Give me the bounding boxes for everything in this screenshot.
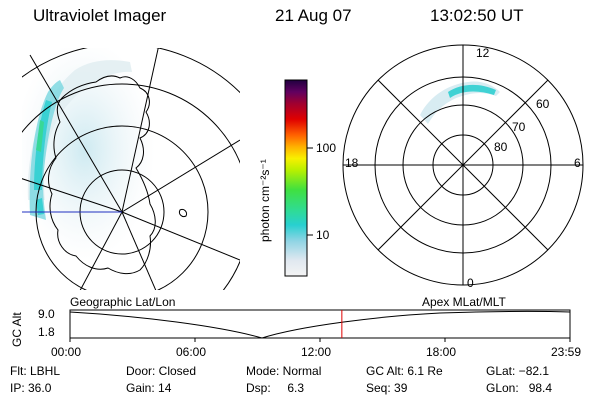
coastline	[48, 75, 156, 275]
gain-status: Gain: 14	[126, 381, 172, 395]
colorbar-tick-10: 10	[316, 228, 330, 242]
timeline-x-tick-1800: 18:00	[426, 345, 457, 359]
polar-plot	[342, 44, 584, 286]
timeline-x-tick-2359: 23:59	[551, 345, 582, 359]
altitude-curve	[69, 310, 571, 339]
filter-status: Flt: LBHL	[10, 364, 61, 378]
glat-status: GLat: −82.1	[486, 364, 550, 378]
ip-status: IP: 36.0	[10, 381, 52, 395]
mlt-label-0: 0	[467, 276, 474, 290]
timeline-y-label: GC Alt	[10, 312, 24, 347]
timeline-y-tick-max: 9.0	[38, 307, 55, 321]
mode-status: Mode: Normal	[246, 364, 322, 378]
colorbar-unit-label: photon cm⁻²s⁻¹	[258, 159, 272, 242]
timeline-left-title: Geographic Lat/Lon	[70, 295, 176, 309]
door-status: Door: Closed	[126, 364, 197, 378]
timeline-x-tick-0000: 00:00	[51, 345, 82, 359]
timeline-x-tick-0600: 06:00	[176, 345, 207, 359]
polar-aurora-band	[448, 84, 496, 98]
mlat-label-70: 70	[512, 120, 526, 134]
mlt-label-6: 6	[574, 156, 581, 170]
glon-status: GLon: 98.4	[486, 381, 553, 395]
colorbar	[284, 79, 313, 277]
timeline-x-tick-1200: 12:00	[301, 345, 332, 359]
timeline-right-title: Apex MLat/MLT	[422, 295, 506, 309]
mlt-label-18: 18	[345, 156, 359, 170]
colorbar-tick-100: 100	[316, 141, 337, 155]
mlt-label-12: 12	[476, 46, 490, 60]
geographic-image	[22, 48, 240, 290]
date-label: 21 Aug 07	[275, 6, 352, 25]
instrument-title: Ultraviolet Imager	[33, 6, 167, 25]
time-label: 13:02:50 UT	[430, 6, 524, 25]
mlat-label-60: 60	[536, 97, 550, 111]
timeline-plot	[69, 309, 571, 342]
polar-aurora-haze	[420, 81, 500, 124]
dsp-status: Dsp: 6.3	[246, 381, 305, 395]
mlat-label-80: 80	[494, 140, 508, 154]
timeline-y-tick-min: 1.8	[38, 325, 55, 339]
seq-status: Seq: 39	[366, 381, 408, 395]
gc-alt-status: GC Alt: 6.1 Re	[366, 364, 443, 378]
